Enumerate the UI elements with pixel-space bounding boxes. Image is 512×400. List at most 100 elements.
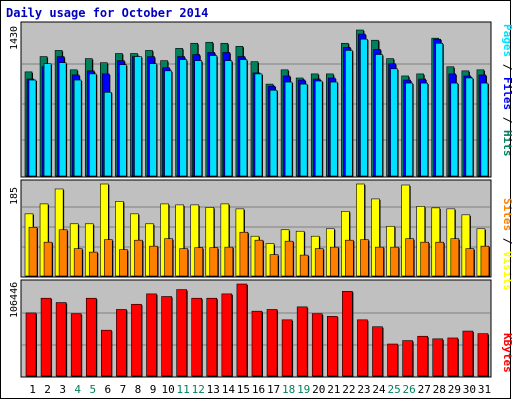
sites-bar-fill — [284, 240, 294, 277]
pages-bar — [269, 89, 279, 177]
pages-bar-fill — [209, 55, 218, 177]
pages-bar-fill — [345, 50, 353, 177]
kbytes-bar-fill — [70, 313, 82, 377]
kbytes-bar-fill — [387, 343, 398, 377]
legend-hits: Hits — [501, 130, 512, 157]
sites-bar — [88, 251, 99, 277]
kbytes-bar-fill — [402, 340, 413, 377]
kbytes-bar-fill — [131, 303, 142, 377]
pages-bar — [224, 60, 233, 177]
pages-bar — [254, 73, 263, 177]
sites-bar-fill — [88, 251, 98, 277]
pages-bar — [28, 79, 37, 177]
pages-bar — [299, 83, 309, 177]
pages-bar-fill — [405, 82, 413, 177]
pages-bar — [375, 54, 384, 178]
kbytes-bar-fill — [55, 302, 67, 377]
pages-bar — [345, 50, 354, 177]
kbytes-bar — [191, 297, 203, 377]
kbytes-bar-fill — [357, 319, 368, 377]
sites-bar-fill — [179, 248, 188, 277]
kbytes-bar — [70, 313, 83, 377]
x-tick-label: 26 — [403, 383, 416, 396]
x-tick-label: 13 — [207, 383, 220, 396]
x-tick-label: 20 — [312, 383, 325, 396]
sites-bar-fill — [299, 254, 309, 277]
pages-bar — [73, 79, 83, 177]
pages-bar-fill — [465, 77, 474, 177]
kbytes-bar — [296, 306, 309, 377]
sites-bar-fill — [164, 238, 173, 277]
sites-bar-fill — [28, 226, 38, 277]
panel-visits-sites: 185 Sites / Visits — [9, 179, 512, 291]
sites-bar — [390, 246, 400, 277]
kbytes-bar-fill — [326, 316, 338, 377]
x-tick-label: 28 — [433, 383, 446, 396]
pages-bar — [88, 73, 98, 177]
sites-bar-fill — [390, 246, 399, 277]
pages-bar — [194, 60, 203, 177]
kbytes-bar — [85, 297, 98, 377]
kbytes-bar-fill — [101, 329, 112, 377]
panel-1-ymax-label: 1430 — [9, 26, 20, 50]
sites-bar-fill — [254, 239, 264, 277]
x-tick-label: 14 — [222, 383, 236, 396]
sites-bar — [465, 248, 475, 277]
pages-bar-fill — [134, 56, 142, 177]
sites-bar — [405, 238, 415, 277]
sites-bar-fill — [104, 239, 113, 277]
pages-bar-fill — [299, 83, 308, 177]
x-tick-label: 19 — [297, 383, 310, 396]
pages-bar-fill — [480, 82, 489, 177]
legend-sep-3: / — [501, 231, 512, 251]
pages-bar — [104, 91, 113, 177]
sites-bar — [435, 241, 445, 277]
panel-2-ymax-label: 185 — [9, 187, 20, 205]
sites-bar — [73, 248, 84, 277]
x-tick-label: 17 — [267, 383, 280, 396]
kbytes-bar — [131, 303, 143, 377]
sites-bar-fill — [269, 254, 279, 277]
pages-bar — [284, 81, 294, 177]
x-tick-label: 5 — [89, 383, 96, 396]
kbytes-bar — [40, 297, 53, 377]
pages-bar — [164, 70, 173, 177]
kbytes-bar-fill — [417, 335, 428, 377]
kbytes-bar — [55, 302, 68, 377]
kbytes-bar — [432, 338, 444, 377]
sites-bar-fill — [420, 241, 429, 277]
sites-bar — [450, 238, 460, 277]
sites-bar — [299, 254, 310, 277]
sites-bar — [43, 241, 54, 277]
kbytes-bar-fill — [116, 309, 127, 377]
pages-bar-fill — [450, 82, 459, 177]
kbytes-bar — [236, 283, 248, 377]
kbytes-bar — [176, 289, 188, 377]
x-tick-label: 21 — [327, 383, 340, 396]
pages-bar-fill — [224, 60, 233, 177]
pages-bar — [149, 63, 158, 177]
kbytes-bar-fill — [191, 297, 203, 377]
sites-bar-fill — [209, 247, 219, 277]
kbytes-bar — [447, 337, 459, 377]
x-tick-label: 11 — [177, 383, 190, 396]
chart-title: Daily usage for October 2014 — [6, 6, 208, 20]
sites-bar-fill — [43, 241, 53, 277]
pages-bar — [43, 63, 53, 177]
kbytes-bar — [417, 335, 429, 377]
pages-bar-fill — [284, 81, 293, 177]
kbytes-bar — [161, 296, 173, 377]
sites-bar — [345, 239, 355, 277]
x-tick-label: 31 — [478, 383, 491, 396]
kbytes-bar-fill — [146, 293, 157, 377]
pages-bar — [435, 42, 444, 177]
pages-bar-fill — [269, 89, 278, 177]
x-tick-label: 2 — [44, 383, 51, 396]
x-tick-label: 24 — [372, 383, 386, 396]
sites-bar — [375, 246, 385, 277]
pages-bar — [405, 82, 414, 177]
pages-bar — [480, 82, 489, 177]
pages-bar-fill — [360, 38, 368, 177]
pages-bar-fill — [375, 54, 383, 177]
kbytes-bar — [25, 312, 37, 377]
